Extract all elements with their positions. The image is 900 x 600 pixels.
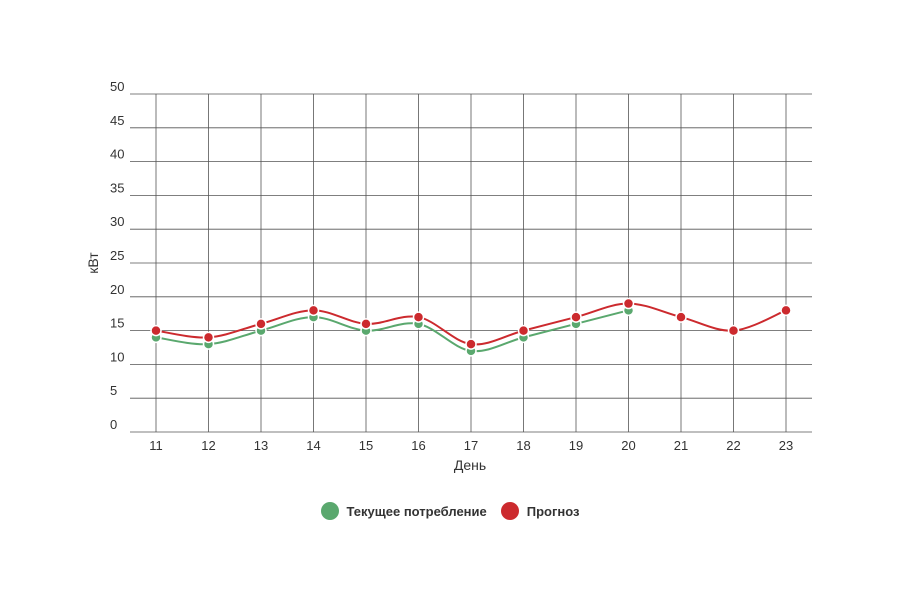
data-point-forecast[interactable] (780, 304, 792, 317)
y-tick-label: 45 (110, 113, 124, 128)
x-tick-label: 21 (674, 438, 688, 453)
x-tick-label: 12 (201, 438, 215, 453)
x-tick-label: 14 (306, 438, 320, 453)
series-line-current (155, 309, 629, 353)
series-forecast (150, 297, 792, 350)
y-tick-label: 25 (110, 248, 124, 263)
data-point-forecast[interactable] (202, 331, 215, 344)
y-tick-label: 15 (110, 316, 124, 331)
y-tick-label: 30 (110, 214, 124, 229)
data-point-forecast[interactable] (360, 318, 372, 330)
legend: Текущее потребление Прогноз (0, 502, 900, 520)
x-tick-label: 17 (464, 438, 478, 453)
x-tick-label: 19 (569, 438, 583, 453)
x-tick-label: 15 (359, 438, 373, 453)
legend-item-current[interactable]: Текущее потребление (320, 502, 487, 520)
x-axis-title: День (454, 457, 486, 473)
y-axis-title: кВт (85, 252, 101, 274)
y-tick-label: 20 (110, 282, 124, 297)
legend-label-current: Текущее потребление (346, 503, 487, 519)
y-tick-label: 5 (110, 383, 117, 398)
y-tick-label: 40 (110, 147, 124, 162)
data-point-forecast[interactable] (412, 311, 425, 323)
y-tick-label: 0 (110, 417, 117, 432)
legend-item-forecast[interactable]: Прогноз (500, 502, 580, 520)
x-tick-labels: 11 12 13 14 15 16 17 18 19 20 21 22 23 (149, 438, 793, 453)
x-tick-label: 13 (254, 438, 268, 453)
y-tick-label: 35 (110, 180, 124, 195)
x-tick-label: 11 (149, 438, 163, 453)
y-tick-label: 50 (110, 79, 124, 94)
y-tick-labels: 0 5 10 15 20 25 30 35 40 45 50 (110, 79, 124, 432)
x-tick-label: 20 (621, 438, 635, 453)
legend-marker-current (320, 502, 339, 520)
data-point-forecast[interactable] (150, 324, 162, 337)
legend-marker-forecast (500, 502, 519, 520)
x-tick-label: 16 (411, 438, 425, 453)
data-point-forecast[interactable] (622, 297, 635, 310)
data-point-forecast[interactable] (675, 311, 687, 323)
x-tick-label: 18 (516, 438, 530, 453)
x-tick-label: 22 (726, 438, 740, 453)
data-point-forecast[interactable] (307, 304, 320, 317)
data-point-forecast[interactable] (465, 338, 477, 350)
x-tick-label: 23 (779, 438, 793, 453)
data-point-forecast[interactable] (727, 324, 740, 337)
data-point-forecast[interactable] (517, 324, 530, 337)
grid (130, 93, 812, 433)
legend-label-forecast: Прогноз (526, 503, 580, 519)
data-point-forecast[interactable] (570, 311, 582, 323)
data-point-forecast[interactable] (255, 318, 267, 330)
y-tick-label: 10 (110, 349, 124, 364)
series-layer (150, 297, 792, 357)
